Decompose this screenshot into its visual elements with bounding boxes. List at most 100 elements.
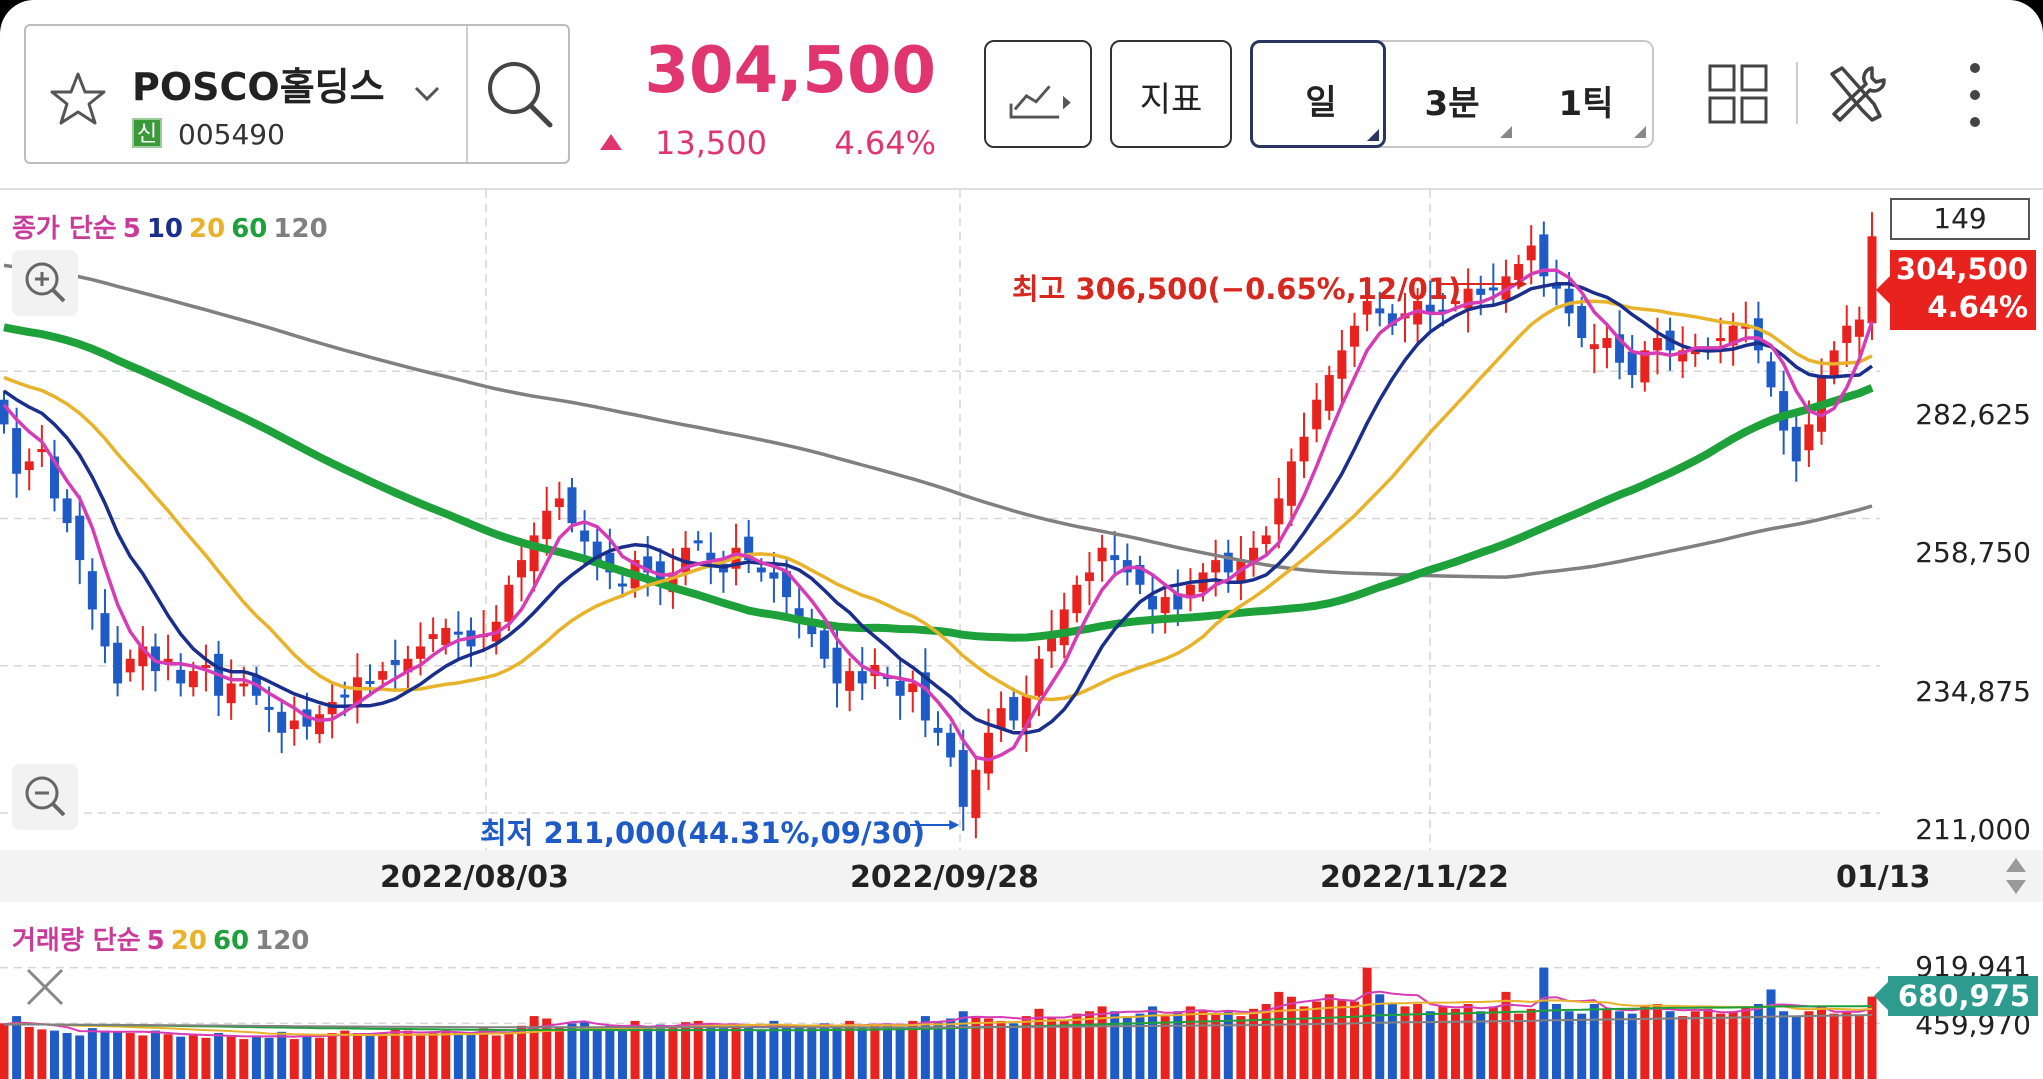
volume-bar [1286, 996, 1296, 1079]
tab-1tick[interactable]: 1틱 [1520, 42, 1654, 146]
tools-icon[interactable] [1822, 60, 1888, 126]
candle-body [1047, 634, 1057, 652]
candle-body [1842, 325, 1852, 343]
stock-name[interactable]: POSCO홀딩스 [132, 65, 385, 109]
volume-bar [1817, 1006, 1827, 1079]
volume-bar [1867, 996, 1877, 1079]
tag-pct: 4.64% [1927, 290, 2028, 324]
close-volume-icon[interactable] [22, 964, 68, 1010]
volume-bar [567, 1023, 577, 1079]
volume-bar [226, 1036, 236, 1079]
candle-body [1463, 288, 1473, 309]
volume-bar [1577, 1013, 1587, 1079]
candle-body [1615, 334, 1625, 363]
candle-body [1261, 535, 1271, 545]
more-options-icon[interactable] [1956, 58, 1994, 132]
volume-bar [1791, 1016, 1801, 1079]
stock-selector[interactable]: POSCO홀딩스 신 005490 [24, 24, 570, 164]
candle-body [1690, 350, 1700, 355]
volume-bar [1728, 1011, 1738, 1079]
candle-body [958, 750, 968, 807]
volume-bar [1072, 1013, 1082, 1079]
candle-body [365, 680, 375, 684]
candle-body [24, 461, 34, 471]
volume-bar [1539, 967, 1549, 1079]
candle-body [933, 727, 943, 733]
chart-type-button[interactable] [984, 40, 1092, 148]
volume-bar [75, 1035, 85, 1079]
price-chart[interactable] [0, 190, 1880, 850]
candle-body [1350, 325, 1360, 347]
volume-bar [416, 1035, 426, 1079]
tab-day[interactable]: 일 [1250, 40, 1386, 148]
candle-body [1059, 609, 1069, 646]
candle-body [226, 683, 236, 704]
candle-body [1678, 350, 1688, 362]
candle-body [996, 708, 1006, 730]
vma5-line [3, 990, 1873, 1038]
y-tick-label: 258,750 [1915, 536, 2031, 569]
legend-vma120: 120 [255, 926, 310, 956]
volume-bar [1753, 1003, 1763, 1079]
current-price-tag: 304,500 4.64% [1876, 250, 2036, 330]
search-icon[interactable] [468, 26, 568, 162]
candle-body [504, 584, 514, 622]
volume-bar [1438, 1006, 1448, 1079]
candle-body [1362, 301, 1372, 315]
candle-body [1539, 234, 1549, 277]
indicator-button[interactable]: 지표 [1110, 40, 1232, 148]
candle-body [554, 498, 564, 508]
grid-layout-icon[interactable] [1706, 62, 1770, 126]
chevron-down-icon[interactable] [410, 76, 444, 110]
volume-bar [668, 1026, 678, 1079]
favorite-star-icon[interactable] [46, 68, 110, 132]
scroll-arrows-icon[interactable] [1996, 852, 2036, 900]
volume-bar [1514, 1013, 1524, 1079]
volume-bar [1122, 1016, 1132, 1079]
candle-body [542, 510, 552, 540]
candle-body [529, 535, 539, 572]
volume-bar [1602, 1008, 1612, 1079]
candle-body [1425, 304, 1435, 314]
volume-bar [1615, 1011, 1625, 1079]
zoom-out-icon [25, 776, 66, 817]
volume-chart[interactable] [0, 950, 1880, 1079]
volume-bar [1198, 1011, 1208, 1079]
volume-bar [643, 1028, 653, 1079]
ma10-line [3, 282, 1874, 735]
volume-bar [895, 1026, 905, 1079]
volume-bar [718, 1028, 728, 1079]
candle-body [188, 671, 198, 688]
volume-bar [1148, 1006, 1158, 1079]
tab-day-label: 일 [1305, 83, 1337, 123]
volume-bar [1299, 1006, 1309, 1079]
low-arrowhead [949, 820, 960, 830]
volume-bar [1716, 1013, 1726, 1079]
zoom-in-button[interactable] [12, 250, 78, 316]
candle-body [1589, 344, 1599, 350]
candle-body [832, 647, 842, 684]
volume-bar [479, 1028, 489, 1079]
zoom-in-icon [25, 262, 66, 303]
x-axis[interactable]: 2022/08/03 2022/09/28 2022/11/22 01/13 [0, 850, 2043, 902]
visible-candle-count[interactable]: 149 [1890, 198, 2030, 240]
volume-bar [289, 1039, 299, 1079]
candle-body [983, 732, 993, 774]
candle-body [49, 456, 59, 499]
volume-bar [125, 1033, 135, 1079]
volume-bar [378, 1033, 388, 1079]
candle-body [895, 680, 905, 696]
high-arrowhead [1517, 279, 1528, 289]
volume-bar [504, 1033, 514, 1079]
candle-body [769, 572, 779, 579]
volume-bar [87, 1028, 97, 1079]
stock-code: 005490 [178, 118, 285, 151]
tab-3min[interactable]: 3분 [1386, 42, 1520, 146]
zoom-out-button[interactable] [12, 764, 78, 830]
volume-bar [971, 1016, 981, 1079]
volume-bar [1084, 1011, 1094, 1079]
volume-bar [983, 1018, 993, 1079]
candle-body [1476, 288, 1486, 295]
candle-body [1779, 391, 1789, 431]
candle-body [1097, 547, 1107, 562]
